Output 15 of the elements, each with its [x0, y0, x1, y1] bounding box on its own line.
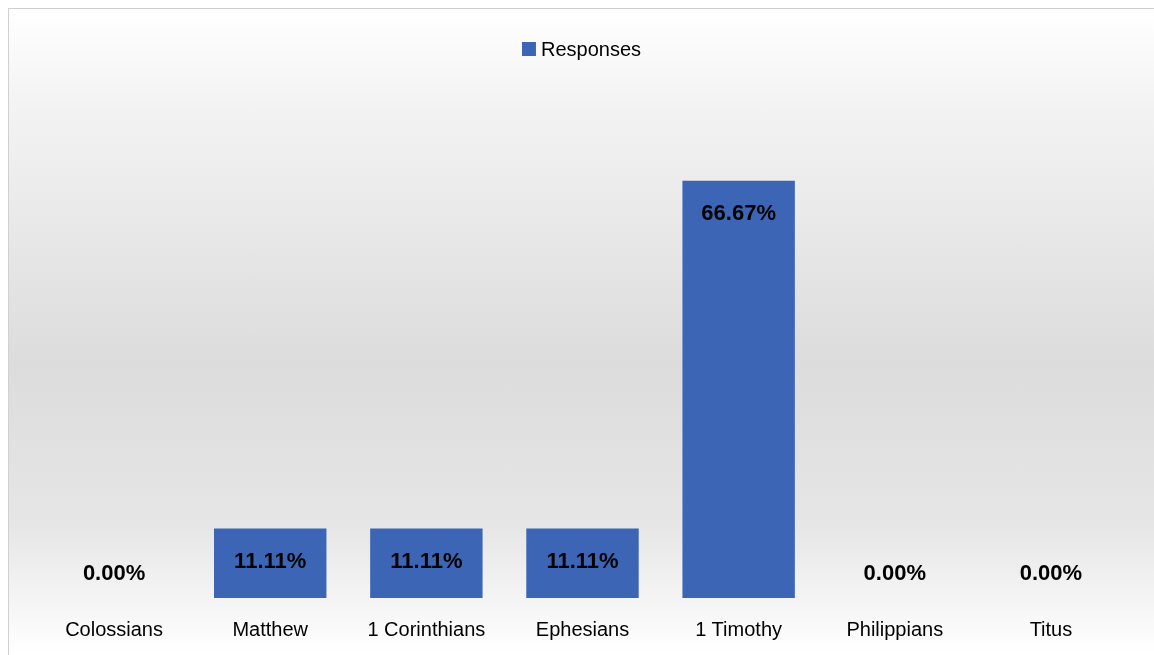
x-tick-label: 1 Corinthians [367, 618, 486, 640]
x-tick-label: Colossians [65, 618, 163, 640]
data-label: 11.11% [546, 547, 619, 573]
legend-label: Responses [540, 38, 642, 60]
x-tick-label: Matthew [232, 618, 309, 640]
x-tick-label: Titus [1029, 618, 1073, 640]
data-label: 11.11% [390, 547, 463, 573]
data-label: 0.00% [82, 559, 146, 585]
x-tick-label: Philippians [846, 618, 944, 640]
data-label: 66.67% [701, 200, 776, 226]
x-tick-label: Ephesians [535, 618, 630, 640]
x-tick-label: 1 Timothy [695, 618, 782, 640]
data-label: 0.00% [863, 559, 926, 585]
data-label: 0.00% [1019, 559, 1083, 585]
data-label: 11.11% [234, 547, 307, 573]
